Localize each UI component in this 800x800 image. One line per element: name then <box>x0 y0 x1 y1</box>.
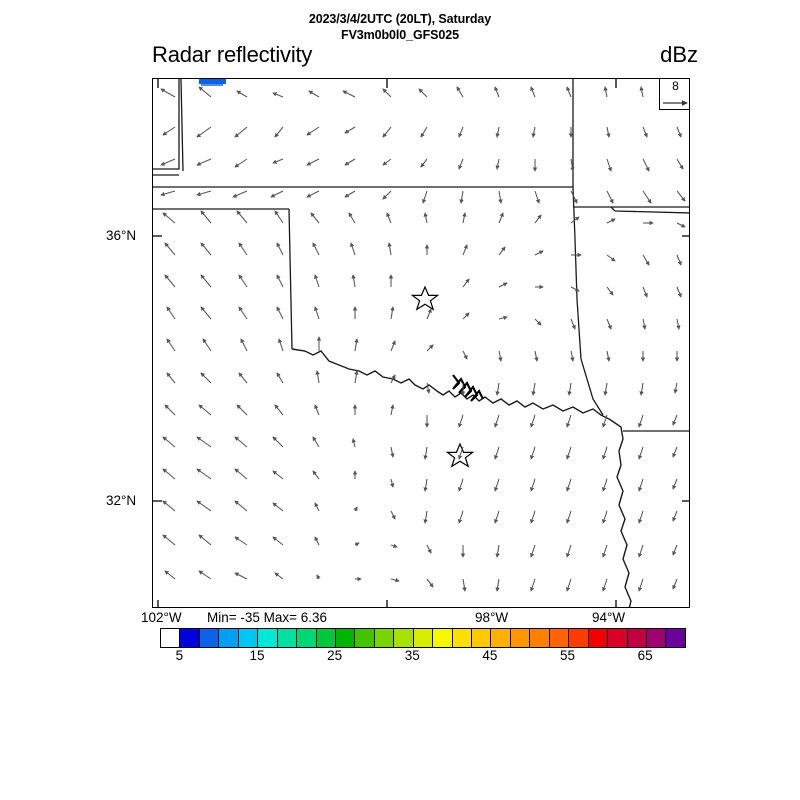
minmax-annotation: Min= -35 Max= 6.36 <box>207 610 328 625</box>
state-boundaries-layer <box>153 79 689 607</box>
colorbar-tick: 5 <box>175 648 184 663</box>
colorbar-cell <box>199 629 220 647</box>
colorbar <box>160 628 686 648</box>
map-canvas <box>153 79 689 607</box>
colorbar-cell <box>472 629 492 647</box>
colorbar-cell <box>219 629 239 647</box>
wind-reference-legend: 8 <box>659 78 690 110</box>
colorbar-cell <box>413 629 434 647</box>
page-title: Radar reflectivity <box>152 42 313 67</box>
colorbar-cell <box>277 629 298 647</box>
colorbar-cell <box>316 629 336 647</box>
colorbar-cell <box>297 629 317 647</box>
colorbar-cell <box>355 629 375 647</box>
colorbar-tick: 65 <box>637 648 653 663</box>
star-marker-north <box>410 285 440 311</box>
colorbar-cell <box>433 629 453 647</box>
colorbar-tick: 55 <box>560 648 576 663</box>
star-marker-south <box>445 442 475 468</box>
wind-vector-layer <box>160 86 686 592</box>
colorbar-cell <box>608 629 628 647</box>
colorbar-cell <box>530 629 550 647</box>
figure-header: 2023/3/4/2UTC (20LT), Saturday FV3m0b0l0… <box>0 12 800 43</box>
colorbar-cell <box>549 629 570 647</box>
colorbar-cell <box>335 629 356 647</box>
colorbar-tick: 25 <box>327 648 343 663</box>
colorbar-tick: 35 <box>404 648 420 663</box>
colorbar-cell <box>238 629 259 647</box>
axis-label-lat-32n: 32°N <box>106 493 137 508</box>
colorbar-cell <box>588 629 609 647</box>
colorbar-cell <box>258 629 278 647</box>
colorbar-cell <box>510 629 531 647</box>
colorbar-cell <box>374 629 395 647</box>
wind-vector-arrow-icon <box>663 100 688 106</box>
colorbar-cell <box>627 629 647 647</box>
colorbar-cell <box>394 629 414 647</box>
colorbar-tick: 15 <box>249 648 265 663</box>
wind-reference-value: 8 <box>672 79 679 93</box>
axis-label-lon-94w: 94°W <box>592 610 626 625</box>
units-label: dBz <box>660 42 698 67</box>
colorbar-cell <box>180 629 200 647</box>
map-plot-area <box>152 78 690 608</box>
axis-label-lon-98w: 98°W <box>475 610 509 625</box>
model-title: FV3m0b0l0_GFS025 <box>341 27 459 42</box>
colorbar-cell <box>452 629 472 647</box>
axis-label-lon-102w: 102°W <box>141 610 182 625</box>
axis-label-lat-36n: 36°N <box>106 228 137 243</box>
city-marker-layer <box>410 285 475 468</box>
reflectivity-echo-layer <box>199 79 226 86</box>
colorbar-cell <box>666 629 685 647</box>
datetime-title: 2023/3/4/2UTC (20LT), Saturday <box>308 12 492 26</box>
colorbar-tick-labels: 5 15 25 35 45 55 65 <box>160 648 686 666</box>
colorbar-cell <box>161 629 181 647</box>
colorbar-cell <box>646 629 667 647</box>
colorbar-cell <box>569 629 589 647</box>
colorbar-tick: 45 <box>482 648 498 663</box>
colorbar-cell <box>491 629 511 647</box>
axis-ticks-layer <box>153 79 689 607</box>
